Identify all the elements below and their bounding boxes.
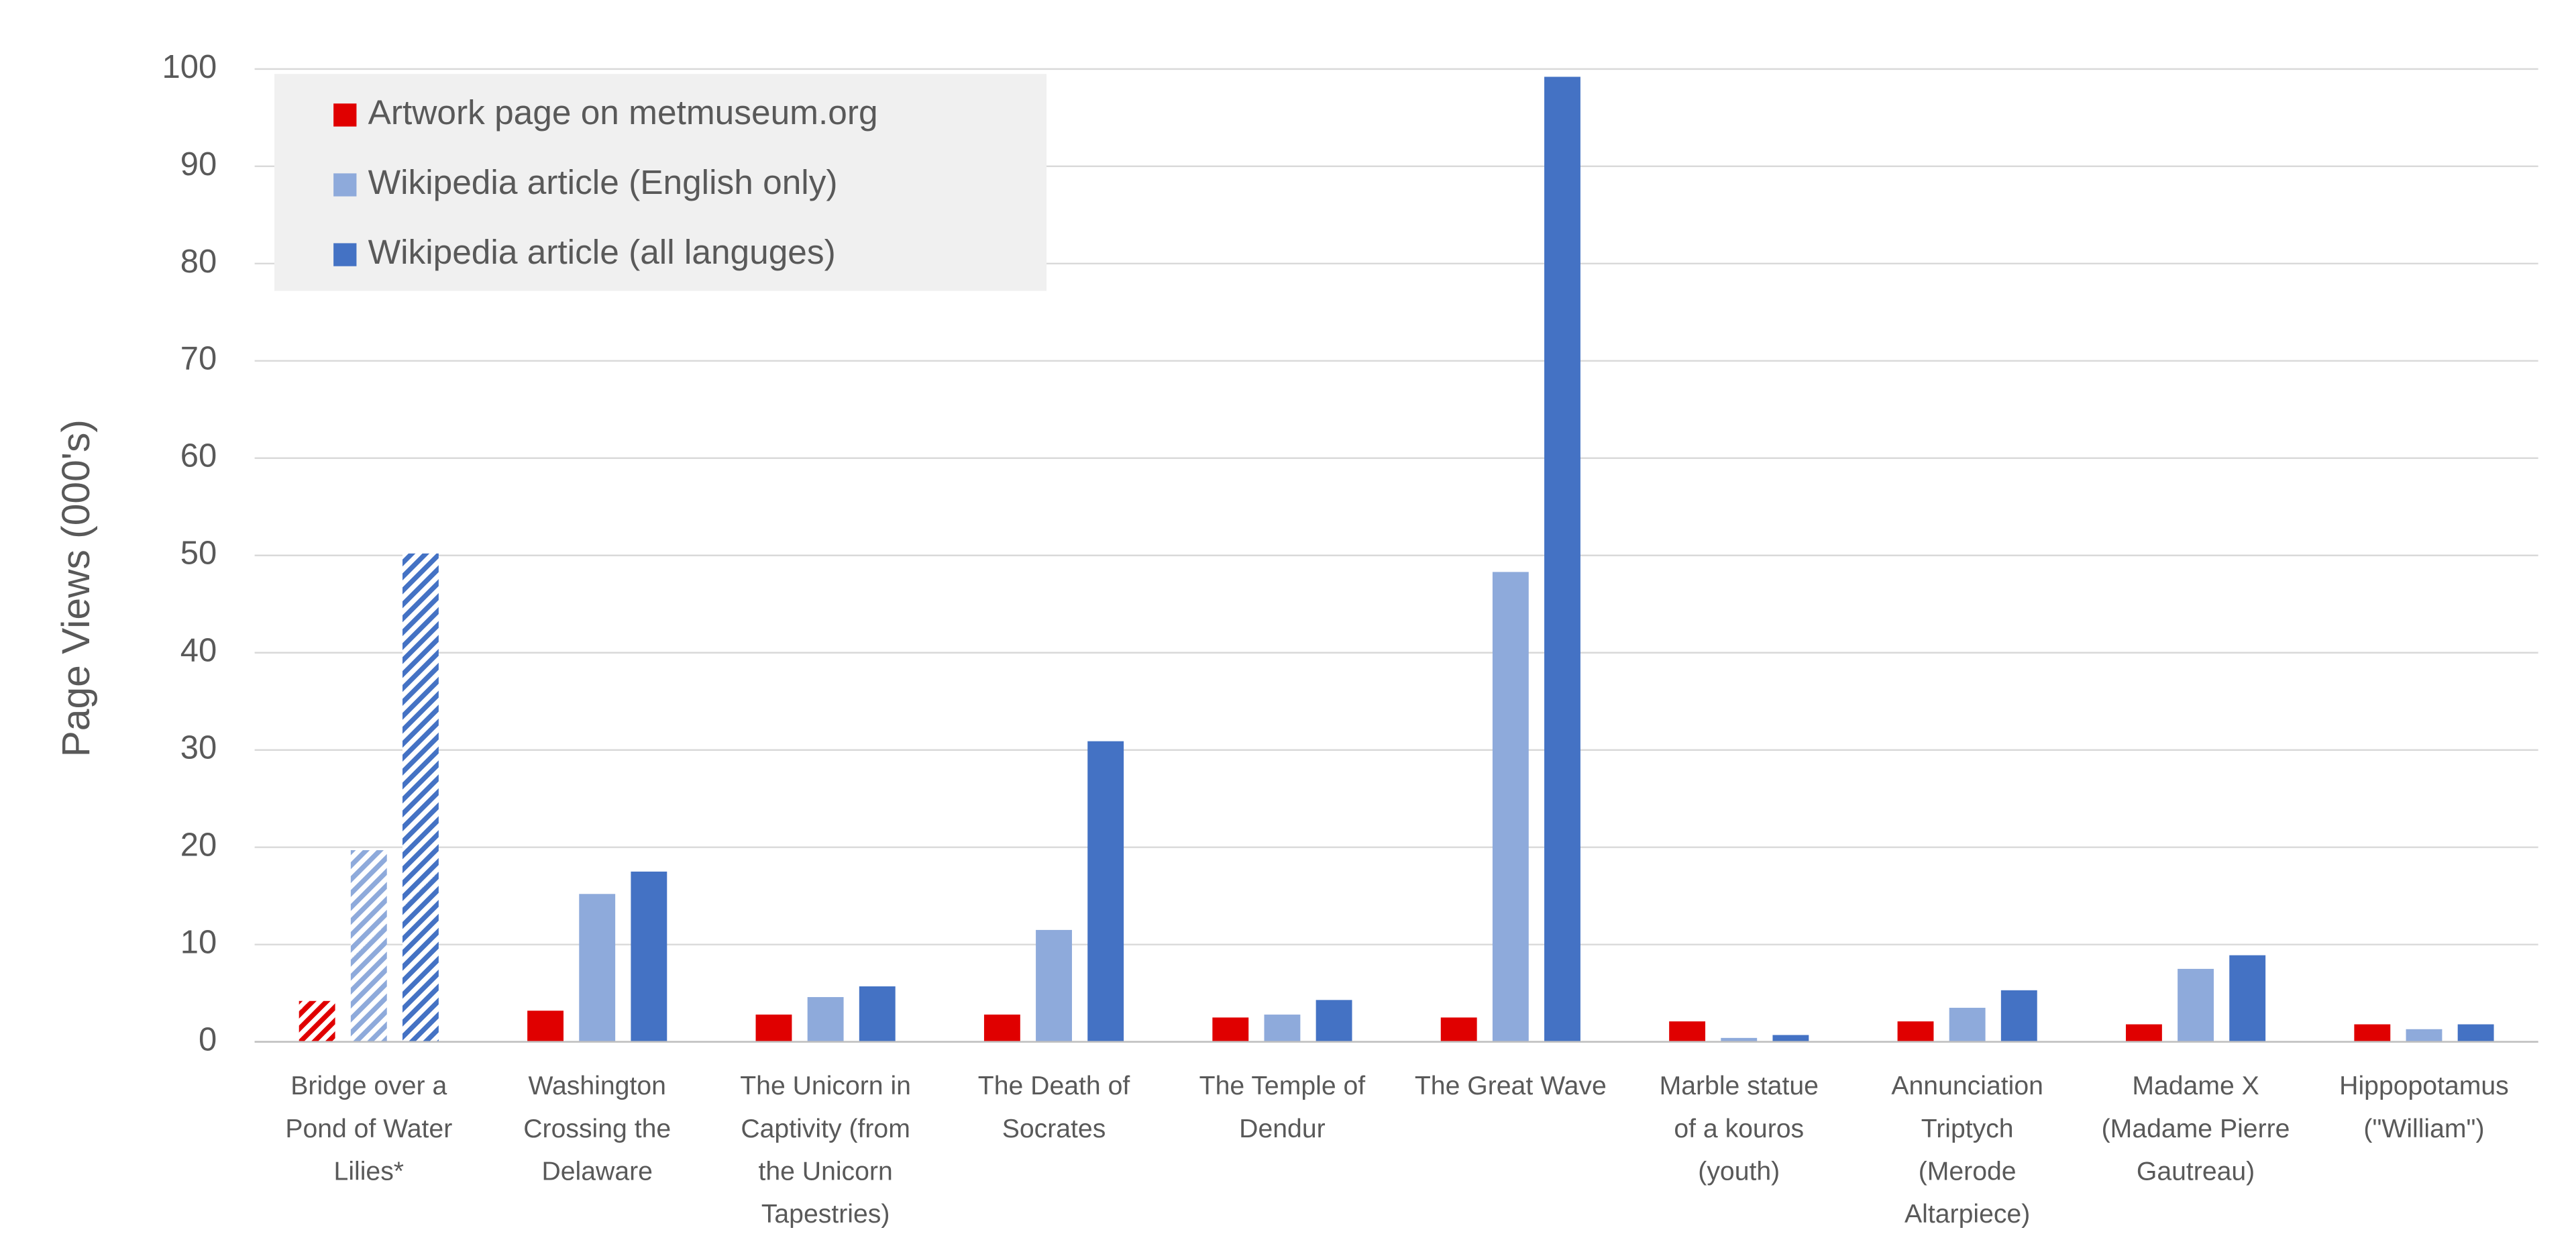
legend-swatch [333, 173, 357, 197]
x-tick-label: Madame X (Madame Pierre Gautreau) [2102, 1072, 2290, 1186]
bar [859, 986, 896, 1042]
bar [402, 553, 439, 1042]
bar [1897, 1021, 1934, 1042]
y-tick-label: 0 [199, 1022, 217, 1058]
y-tick-label: 30 [180, 730, 217, 766]
x-tick-label: The Death of Socrates [978, 1072, 1130, 1144]
legend-box [274, 74, 1046, 291]
x-tick-label: Annunciation Triptych (Merode Altarpiece) [1891, 1072, 2043, 1229]
bar [1492, 572, 1529, 1042]
x-tick-label: Washington Crossing the Delaware [523, 1072, 671, 1186]
bar [983, 1015, 1020, 1042]
bar [1264, 1015, 1301, 1042]
bar [299, 1000, 335, 1042]
y-tick-label: 40 [180, 633, 217, 669]
bar [1036, 929, 1072, 1042]
bar [807, 996, 844, 1042]
y-tick-label: 90 [180, 146, 217, 183]
x-tick-label: The Unicorn in Captivity (from the Unicorn… [740, 1072, 911, 1229]
y-tick-label: 70 [180, 341, 217, 377]
bar [631, 871, 667, 1042]
y-axis-title: Page Views (000's) [54, 419, 98, 757]
bar [1669, 1021, 1706, 1042]
bar [1949, 1007, 1986, 1042]
bar [527, 1011, 564, 1042]
y-tick-label: 80 [180, 244, 217, 280]
bar [1440, 1017, 1477, 1042]
bar [1212, 1017, 1249, 1042]
bar [579, 894, 616, 1042]
bar [2229, 955, 2266, 1042]
bar [2354, 1024, 2391, 1042]
legend-label: Wikipedia article (English only) [368, 162, 838, 201]
x-tick-label: The Great Wave [1415, 1072, 1607, 1101]
legend-label: Wikipedia article (all languges) [368, 232, 836, 271]
y-tick-label: 60 [180, 438, 217, 474]
bar [2457, 1024, 2494, 1042]
legend-swatch [333, 103, 357, 127]
legend-swatch [333, 243, 357, 266]
bar [2125, 1024, 2162, 1042]
bar [1544, 76, 1580, 1042]
bar [2178, 968, 2214, 1042]
legend-label: Artwork page on metmuseum.org [368, 93, 878, 132]
x-tick-label: Marble statue of a kouros (youth) [1660, 1072, 1819, 1186]
y-tick-label: 100 [162, 49, 217, 85]
y-tick-label: 50 [180, 535, 217, 572]
bar [1316, 1000, 1352, 1042]
bar [755, 1015, 792, 1042]
bar [2406, 1029, 2443, 1042]
y-tick-label: 10 [180, 925, 217, 961]
bar [350, 850, 387, 1042]
bar [1772, 1035, 1809, 1042]
x-tick-label: Bridge over a Pond of Water Lilies* [285, 1072, 452, 1186]
x-tick-label: The Temple of Dendur [1199, 1072, 1366, 1144]
bar [2000, 990, 2037, 1042]
bar [1087, 741, 1124, 1042]
x-tick-label: Hippopotamus ("William") [2339, 1072, 2509, 1144]
y-tick-label: 20 [180, 827, 217, 864]
bar [1721, 1037, 1758, 1042]
